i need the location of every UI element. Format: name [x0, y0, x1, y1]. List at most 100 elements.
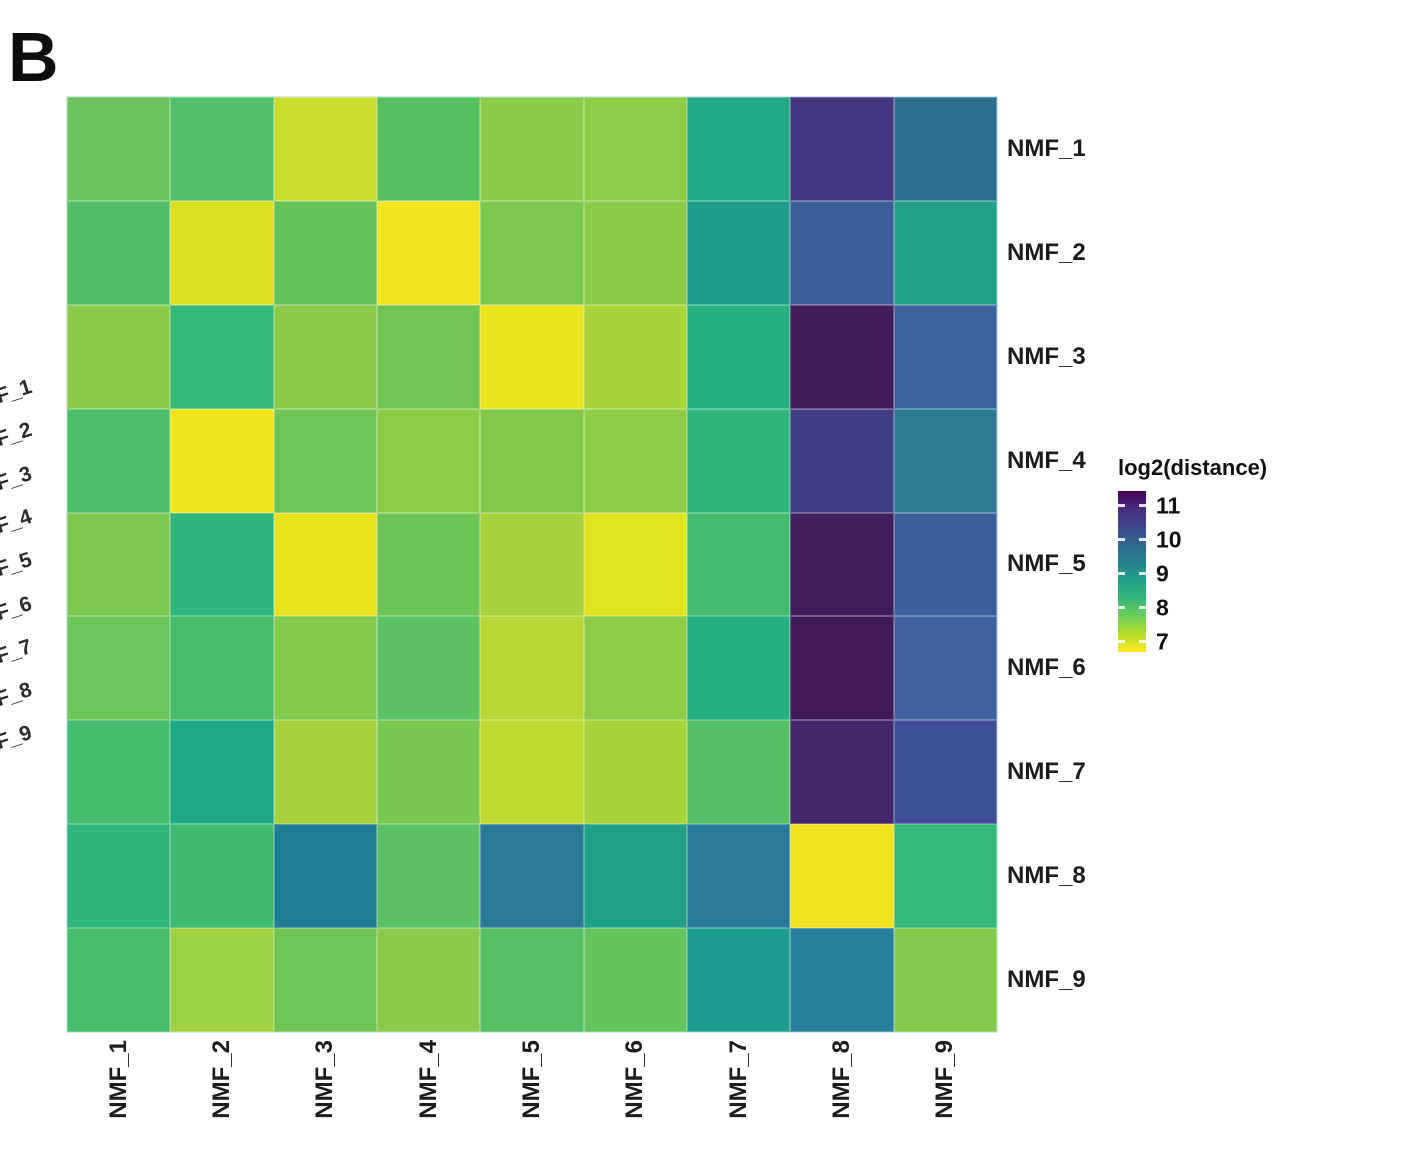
legend-tick-mark: [1139, 504, 1146, 508]
column-label: NMF_6: [584, 1040, 687, 1150]
heatmap-cell: [687, 824, 791, 929]
legend-title: log2(distance): [1118, 455, 1268, 480]
heatmap-cell: [893, 304, 997, 409]
heatmap-cell: [67, 616, 171, 721]
column-label-text: NMF_3: [311, 1040, 339, 1119]
column-label: NMF_7: [687, 1040, 790, 1150]
heatmap-cell: [273, 97, 377, 201]
heatmap-cell: [67, 824, 171, 929]
column-label: NMF_8: [790, 1040, 893, 1150]
heatmap-cell: [273, 928, 377, 1032]
heatmap-cell: [273, 616, 377, 721]
distance-heatmap: [66, 96, 998, 1033]
legend-tick-mark: [1118, 606, 1125, 610]
legend-tick-mark: [1118, 572, 1125, 576]
heatmap-cell: [790, 97, 894, 201]
heatmap-cell: [480, 408, 584, 513]
legend-gradient-bar-wrap: 11 10 9 8 7: [1118, 491, 1182, 653]
heatmap-cell: [170, 720, 274, 825]
heatmap-cell: [480, 928, 584, 1032]
heatmap-cell: [687, 616, 791, 721]
heatmap-cell: [893, 97, 997, 201]
heatmap-cell: [377, 616, 481, 721]
cropped-label: F_9: [0, 721, 35, 755]
heatmap-cell: [583, 720, 687, 825]
heatmap-cell: [273, 408, 377, 513]
heatmap-cell: [790, 408, 894, 513]
color-legend: log2(distance) 11 10 9 8 7: [1118, 455, 1358, 653]
column-label: NMF_2: [170, 1040, 273, 1150]
heatmap-cell: [273, 720, 377, 825]
legend-tick-label: 8: [1156, 594, 1169, 621]
column-label-text: NMF_7: [724, 1040, 752, 1119]
heatmap-cell: [687, 97, 791, 201]
heatmap-cell: [480, 97, 584, 201]
column-label-text: NMF_1: [104, 1040, 132, 1119]
heatmap-cell: [893, 200, 997, 305]
legend-tick-mark: [1139, 572, 1146, 576]
heatmap-cell: [67, 200, 171, 305]
heatmap-cell: [583, 304, 687, 409]
row-label: NMF_9: [1007, 966, 1086, 994]
heatmap-cell: [480, 304, 584, 409]
row-label: NMF_2: [1007, 238, 1086, 266]
heatmap-cell: [790, 928, 894, 1032]
row-label: NMF_6: [1007, 654, 1086, 682]
legend-tick-label: 7: [1156, 628, 1169, 655]
heatmap-cell: [583, 928, 687, 1032]
heatmap-cell: [377, 408, 481, 513]
cropped-label: F_3: [0, 461, 35, 495]
column-label: NMF_4: [377, 1040, 480, 1150]
heatmap-cell: [67, 720, 171, 825]
legend-gradient-bar: [1118, 491, 1146, 652]
heatmap-cell: [273, 512, 377, 617]
cropped-label: F_7: [0, 634, 35, 668]
heatmap-cell: [170, 512, 274, 617]
heatmap-cell: [583, 512, 687, 617]
heatmap-cell: [480, 616, 584, 721]
heatmap-cell: [377, 720, 481, 825]
heatmap-cell: [687, 200, 791, 305]
heatmap-cell: [480, 200, 584, 305]
column-label: NMF_1: [67, 1040, 170, 1150]
cropped-label: F_4: [0, 504, 35, 538]
heatmap-cell: [790, 824, 894, 929]
heatmap-cell: [583, 408, 687, 513]
heatmap-cell: [377, 200, 481, 305]
heatmap-cell: [377, 928, 481, 1032]
column-label-text: NMF_6: [621, 1040, 649, 1119]
heatmap-cell: [480, 720, 584, 825]
row-label: NMF_1: [1007, 134, 1086, 162]
panel-letter: B: [8, 18, 60, 96]
legend-tick-mark: [1139, 640, 1146, 644]
legend-tick-label: 10: [1156, 526, 1182, 553]
legend-tick-label: 11: [1156, 492, 1181, 519]
heatmap-cell: [480, 824, 584, 929]
heatmap-cell: [273, 200, 377, 305]
heatmap-cell: [687, 512, 791, 617]
heatmap-cell: [273, 824, 377, 929]
cropped-label: F_2: [0, 418, 35, 452]
heatmap-cell: [790, 512, 894, 617]
heatmap-row-labels: NMF_1 NMF_2 NMF_3 NMF_4 NMF_5 NMF_6 NMF_7 NMF_8…: [1007, 97, 1117, 1032]
column-label-text: NMF_9: [931, 1040, 959, 1119]
column-label-text: NMF_8: [827, 1040, 855, 1119]
heatmap-cell: [170, 824, 274, 929]
heatmap-cell: [377, 97, 481, 201]
heatmap-cell: [480, 512, 584, 617]
cropped-label: F_6: [0, 591, 35, 625]
heatmap-cell: [790, 200, 894, 305]
heatmap-cell: [687, 928, 791, 1032]
heatmap-cell: [893, 512, 997, 617]
legend-tick-mark: [1139, 538, 1146, 542]
column-label-text: NMF_4: [414, 1040, 442, 1119]
heatmap-cell: [377, 512, 481, 617]
legend-tick-mark: [1139, 606, 1146, 610]
row-label: NMF_4: [1007, 446, 1086, 474]
heatmap-cell: [583, 97, 687, 201]
legend-tick-mark: [1118, 538, 1125, 542]
heatmap-cell: [67, 512, 171, 617]
heatmap-cell: [170, 200, 274, 305]
heatmap-cell: [893, 928, 997, 1032]
